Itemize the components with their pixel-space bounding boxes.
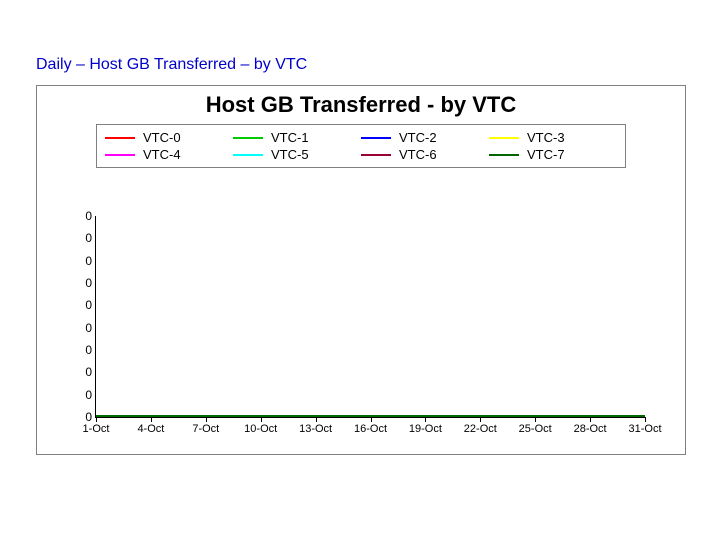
legend-swatch — [361, 154, 391, 156]
legend-item: VTC-0 — [105, 129, 233, 146]
x-tick-label: 1-Oct — [83, 423, 110, 435]
x-tick — [151, 417, 152, 422]
legend-item: VTC-7 — [489, 146, 617, 163]
chart-title: Host GB Transferred - by VTC — [37, 86, 685, 118]
x-tick-label: 7-Oct — [192, 423, 219, 435]
y-tick-label: 0 — [85, 410, 92, 424]
legend-item: VTC-6 — [361, 146, 489, 163]
y-tick-label: 0 — [85, 276, 92, 290]
x-tick-label: 25-Oct — [519, 423, 552, 435]
legend-swatch — [233, 154, 263, 156]
legend-label: VTC-5 — [271, 147, 309, 162]
legend-item: VTC-4 — [105, 146, 233, 163]
chart-legend: VTC-0 VTC-1 VTC-2 VTC-3 VTC-4 VTC-5 VTC-6 VTC-7 — [96, 124, 626, 168]
legend-swatch — [233, 137, 263, 139]
legend-label: VTC-2 — [399, 130, 437, 145]
page-title: Daily – Host GB Transferred – by VTC — [36, 56, 307, 74]
legend-swatch — [489, 154, 519, 156]
x-tick — [590, 417, 591, 422]
legend-item: VTC-3 — [489, 129, 617, 146]
chart-container: Host GB Transferred - by VTC VTC-0VTC-1V… — [36, 85, 686, 455]
x-tick — [261, 417, 262, 422]
x-tick-label: 31-Oct — [628, 423, 661, 435]
x-tick-label: 10-Oct — [244, 423, 277, 435]
x-tick-label: 19-Oct — [409, 423, 442, 435]
x-tick-label: 13-Oct — [299, 423, 332, 435]
x-tick — [535, 417, 536, 422]
x-tick — [480, 417, 481, 422]
x-tick-label: 28-Oct — [574, 423, 607, 435]
legend-swatch — [105, 154, 135, 156]
x-tick — [206, 417, 207, 422]
legend-label: VTC-7 — [527, 147, 565, 162]
y-tick-label: 0 — [85, 343, 92, 357]
legend-item: VTC-1 — [233, 129, 361, 146]
y-tick-label: 0 — [85, 231, 92, 245]
series-line — [96, 415, 645, 417]
legend-swatch — [489, 137, 519, 139]
legend-item: VTC-2 — [361, 129, 489, 146]
y-tick-label: 0 — [85, 321, 92, 335]
plot-wrap: 00000000001-Oct4-Oct7-Oct10-Oct13-Oct16-… — [83, 216, 645, 418]
plot-area: 00000000001-Oct4-Oct7-Oct10-Oct13-Oct16-… — [95, 216, 645, 418]
legend-label: VTC-4 — [143, 147, 181, 162]
x-tick-label: 22-Oct — [464, 423, 497, 435]
x-tick-label: 4-Oct — [137, 423, 164, 435]
x-tick — [425, 417, 426, 422]
x-tick — [316, 417, 317, 422]
y-tick-label: 0 — [85, 254, 92, 268]
x-tick-label: 16-Oct — [354, 423, 387, 435]
legend-label: VTC-0 — [143, 130, 181, 145]
legend-label: VTC-6 — [399, 147, 437, 162]
x-tick — [371, 417, 372, 422]
legend-swatch — [361, 137, 391, 139]
legend-label: VTC-3 — [527, 130, 565, 145]
y-tick-label: 0 — [85, 365, 92, 379]
x-tick — [645, 417, 646, 422]
legend-swatch — [105, 137, 135, 139]
page-root: Daily – Host GB Transferred – by VTC Hos… — [0, 0, 720, 540]
legend-item: VTC-5 — [233, 146, 361, 163]
y-tick-label: 0 — [85, 388, 92, 402]
y-tick-label: 0 — [85, 298, 92, 312]
y-tick-label: 0 — [85, 209, 92, 223]
legend-label: VTC-1 — [271, 130, 309, 145]
x-tick — [96, 417, 97, 422]
